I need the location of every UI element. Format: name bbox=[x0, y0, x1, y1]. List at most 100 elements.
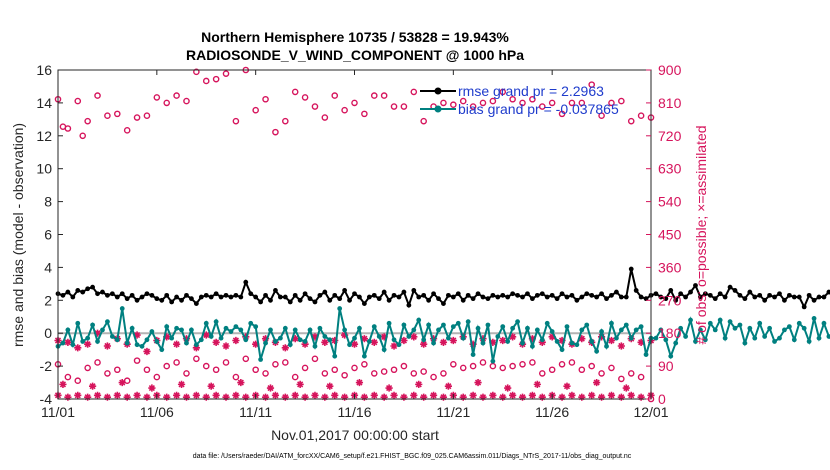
bias-point bbox=[169, 335, 175, 341]
obs-possible-point bbox=[321, 114, 329, 121]
obs-assimilated-point bbox=[291, 335, 299, 343]
obs-possible-point bbox=[104, 112, 111, 119]
rmse-point bbox=[347, 297, 352, 303]
bias-point bbox=[604, 343, 609, 349]
obs-possible-point bbox=[370, 92, 378, 99]
bias-point bbox=[85, 335, 91, 341]
bias-point bbox=[609, 320, 614, 326]
rmse-point bbox=[782, 297, 787, 303]
rmse-point bbox=[599, 291, 604, 297]
rmse-point bbox=[238, 294, 244, 300]
bias-point bbox=[287, 342, 293, 348]
obs-assimilated-point bbox=[637, 338, 645, 346]
rmse-point bbox=[653, 291, 659, 297]
bias-point bbox=[530, 343, 535, 349]
obs-assimilated-point bbox=[173, 391, 181, 399]
rmse-point bbox=[693, 283, 698, 288]
obs-possible-point bbox=[390, 103, 398, 110]
bias-point bbox=[707, 320, 713, 326]
obs-assimilated-point bbox=[64, 338, 72, 346]
bias-point bbox=[164, 324, 170, 330]
rmse-point bbox=[732, 288, 738, 293]
rmse-point bbox=[90, 284, 95, 290]
rmse-point bbox=[777, 291, 782, 297]
obs-assimilated-point bbox=[148, 384, 156, 392]
bias-point bbox=[198, 337, 204, 343]
bias-point bbox=[174, 325, 180, 331]
bias-point bbox=[475, 325, 481, 331]
obs-possible-point bbox=[489, 362, 497, 370]
bias-point bbox=[801, 325, 807, 331]
rmse-point bbox=[376, 296, 382, 302]
bias-point bbox=[426, 322, 432, 328]
bias-point bbox=[154, 339, 160, 344]
obs-assimilated-point bbox=[281, 344, 289, 352]
obs-assimilated-point bbox=[390, 391, 398, 399]
rmse-point bbox=[149, 292, 155, 298]
bias-point bbox=[732, 325, 738, 331]
rmse-point bbox=[129, 292, 135, 298]
rmse-point bbox=[332, 292, 338, 298]
bias-point bbox=[698, 327, 703, 333]
rmse-point bbox=[722, 294, 728, 300]
rmse-point bbox=[401, 289, 407, 295]
bias-point bbox=[663, 337, 669, 343]
bias-point bbox=[144, 337, 150, 343]
y-axis-label-left: rmse and bias (model - observation) bbox=[10, 123, 26, 347]
rmse-point bbox=[189, 296, 194, 302]
rmse-point bbox=[312, 299, 318, 305]
obs-assimilated-point bbox=[400, 336, 408, 345]
bias-point bbox=[322, 334, 328, 339]
obs-assimilated-point bbox=[370, 391, 378, 399]
legend: rmse grand pr = 2.2963 bias grand pr = -… bbox=[420, 83, 619, 117]
obs-assimilated-point bbox=[103, 342, 112, 350]
bias-point bbox=[352, 335, 357, 341]
bias-point bbox=[184, 340, 189, 346]
obs-possible-point bbox=[568, 99, 576, 107]
obs-assimilated-point bbox=[380, 333, 388, 341]
bias-point bbox=[238, 327, 244, 333]
bias-point bbox=[312, 343, 318, 349]
obs-possible-point bbox=[222, 359, 230, 366]
rmse-point bbox=[594, 294, 600, 300]
rmse-point bbox=[95, 291, 100, 297]
rmse-point bbox=[757, 292, 763, 298]
obs-assimilated-point bbox=[499, 336, 507, 345]
obs-possible-point bbox=[272, 360, 279, 368]
rmse-point bbox=[564, 294, 570, 300]
obs-possible-point bbox=[578, 99, 586, 107]
bias-point bbox=[688, 317, 693, 323]
obs-assimilated-point bbox=[568, 391, 576, 399]
bias-point bbox=[786, 324, 792, 330]
bias-point bbox=[717, 317, 723, 323]
obs-assimilated-point bbox=[617, 342, 625, 350]
y-right-tick-label: 270 bbox=[658, 292, 682, 308]
rmse-point bbox=[218, 294, 224, 300]
rmse-point bbox=[791, 294, 797, 300]
rmse-point bbox=[159, 297, 165, 303]
obs-possible-point bbox=[618, 375, 625, 383]
obs-possible-point bbox=[509, 362, 516, 370]
bias-point bbox=[411, 327, 417, 333]
rmse-point bbox=[436, 296, 441, 302]
bias-point bbox=[495, 334, 501, 339]
bias-point bbox=[816, 335, 822, 341]
bias-point bbox=[342, 327, 348, 333]
obs-possible-point bbox=[311, 355, 319, 363]
obs-possible-point bbox=[410, 370, 418, 377]
rmse-point bbox=[786, 292, 792, 298]
obs-assimilated-point bbox=[597, 393, 606, 401]
y-left-tick-label: 16 bbox=[36, 62, 52, 78]
obs-assimilated-point bbox=[499, 393, 507, 401]
obs-assimilated-point bbox=[439, 393, 448, 401]
obs-assimilated-point bbox=[578, 335, 586, 343]
bias-point bbox=[673, 340, 679, 346]
bias-point bbox=[574, 342, 580, 348]
obs-assimilated-point bbox=[410, 333, 418, 341]
rmse-point bbox=[169, 299, 175, 305]
rmse-point bbox=[228, 294, 234, 300]
bias-point bbox=[618, 327, 624, 333]
rmse-point bbox=[441, 301, 446, 306]
bias-point bbox=[263, 340, 268, 346]
obs-assimilated-point bbox=[207, 382, 215, 390]
